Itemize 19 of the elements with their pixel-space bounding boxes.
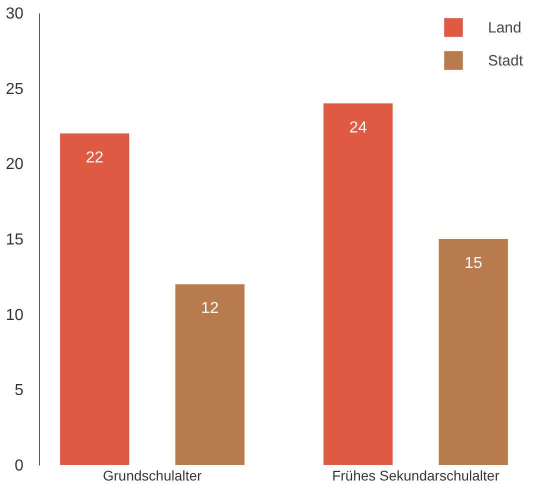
y-tick-label: 0 — [14, 458, 24, 474]
data-label: 15 — [464, 255, 482, 272]
y-tick-label: 30 — [6, 6, 24, 22]
y-tick-label: 5 — [14, 382, 24, 400]
data-label: 12 — [201, 300, 219, 318]
bar — [175, 284, 244, 465]
bar — [438, 239, 508, 465]
y-tick-label: 20 — [6, 156, 24, 174]
data-label: 22 — [86, 150, 104, 167]
legend-label: Stadt — [488, 52, 524, 70]
x-tick-label: Grundschulalter — [102, 468, 202, 484]
y-tick-label: 25 — [6, 80, 24, 98]
data-label: 24 — [349, 119, 368, 136]
bar — [60, 134, 130, 465]
y-tick-label: 10 — [6, 306, 24, 324]
x-tick-label: Frühes Sekundarschulalter — [332, 468, 500, 484]
legend-label: Land — [488, 20, 522, 36]
bar — [324, 103, 393, 465]
y-tick-label: 15 — [6, 232, 24, 248]
